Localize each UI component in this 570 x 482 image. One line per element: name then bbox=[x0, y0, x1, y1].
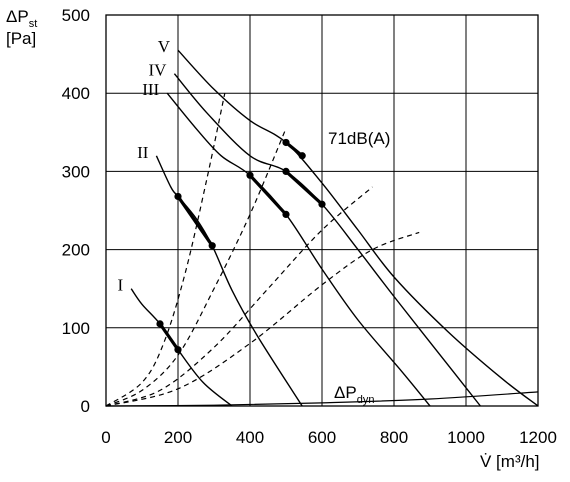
fan-curve-label-IV: IV bbox=[148, 61, 167, 80]
y-tick-label: 300 bbox=[62, 162, 90, 181]
fan-curve-label-V: V bbox=[158, 37, 171, 56]
fan-curve-label-I: I bbox=[118, 276, 124, 295]
x-tick-label: 600 bbox=[308, 428, 336, 447]
noise-segment-IV bbox=[284, 170, 324, 206]
plot-frame bbox=[105, 14, 539, 407]
noise-point bbox=[282, 167, 290, 175]
y-tick-label: 500 bbox=[62, 6, 90, 25]
x-tick-label: 1000 bbox=[447, 428, 485, 447]
x-tick-label: 200 bbox=[164, 428, 192, 447]
fan-curve-label-III: III bbox=[142, 80, 159, 99]
noise-point bbox=[282, 138, 290, 147]
fan-curve-IV bbox=[173, 73, 481, 407]
noise-segment-II bbox=[176, 195, 214, 247]
y-tick-label: 200 bbox=[62, 241, 90, 260]
system-curve bbox=[105, 231, 420, 407]
dynamic-pressure-label: ΔPdyn bbox=[334, 383, 374, 406]
noise-segment-I bbox=[158, 322, 180, 351]
system-curve bbox=[105, 128, 287, 407]
x-tick-label: 0 bbox=[101, 428, 110, 447]
y-axis-title-unit: [Pa] bbox=[6, 29, 36, 48]
noise-segment-III bbox=[248, 174, 288, 216]
fan-curve-I bbox=[130, 288, 233, 407]
noise-point bbox=[298, 152, 306, 160]
system-curve bbox=[105, 186, 373, 407]
system-curve bbox=[105, 93, 226, 407]
y-axis-title-main: ΔPst bbox=[6, 7, 37, 30]
noise-point bbox=[246, 171, 254, 179]
x-axis-title: V̇ [m³/h] bbox=[480, 452, 540, 471]
labels: 0 200 400 600 800 1000 12000100200300400500III… bbox=[62, 6, 557, 447]
y-tick-label: 0 bbox=[81, 397, 90, 416]
x-tick-label: 400 bbox=[236, 428, 264, 447]
noise-point bbox=[318, 200, 326, 208]
fan-curve-V bbox=[177, 49, 539, 407]
y-tick-label: 400 bbox=[62, 84, 90, 103]
noise-point bbox=[156, 320, 164, 328]
curves bbox=[105, 49, 539, 407]
noise-label: 71dB(A) bbox=[328, 129, 390, 148]
noise-point bbox=[174, 346, 182, 354]
noise-point bbox=[282, 210, 290, 219]
x-tick-label: 1200 bbox=[519, 428, 557, 447]
noise-point bbox=[174, 192, 182, 201]
dynamic-pressure-curve bbox=[105, 391, 539, 407]
y-tick-label: 100 bbox=[62, 319, 90, 338]
x-tick-label: 800 bbox=[380, 428, 408, 447]
fan-curve-label-II: II bbox=[137, 143, 149, 162]
grid bbox=[105, 14, 539, 407]
noise-point bbox=[208, 242, 216, 250]
